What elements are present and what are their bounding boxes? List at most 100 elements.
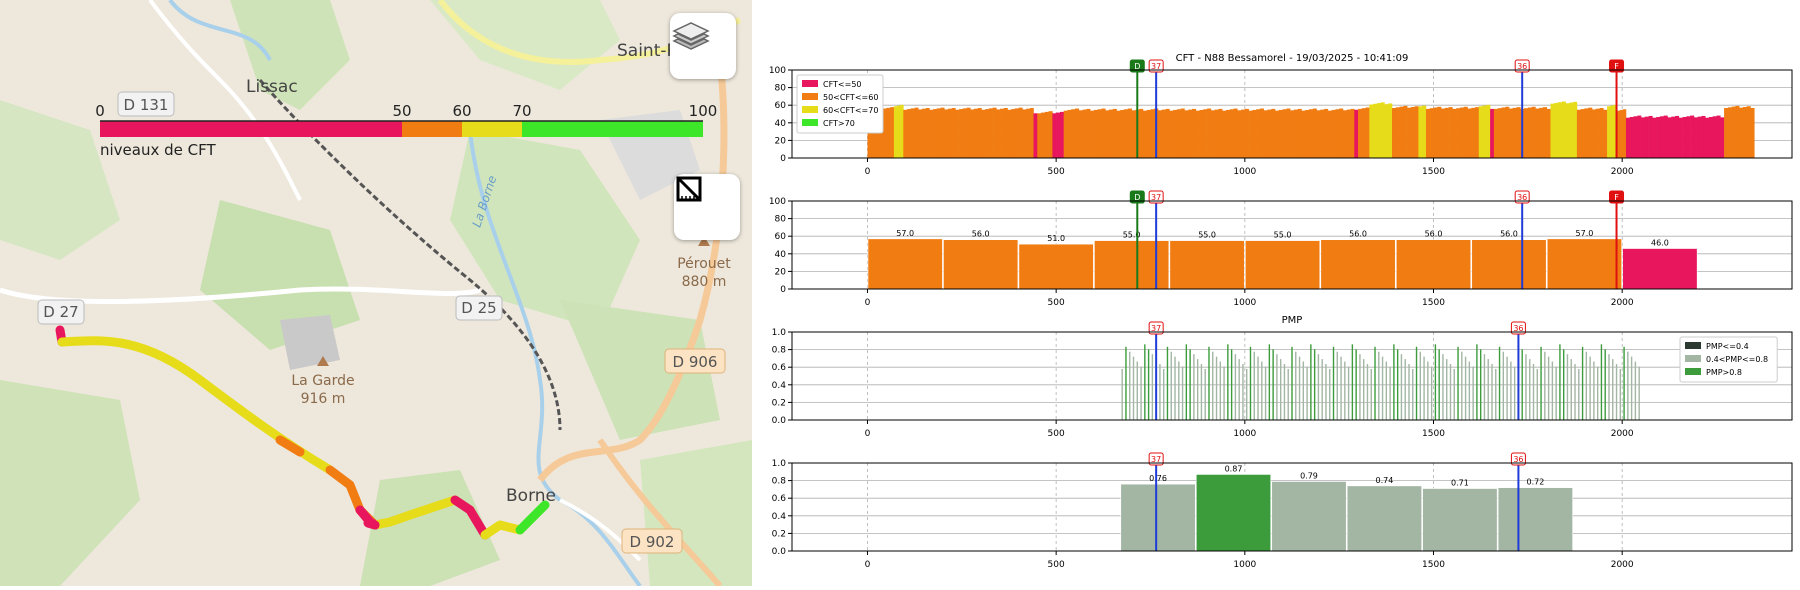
cft-bar: [1105, 110, 1110, 158]
y-tick-label: 0: [780, 285, 786, 295]
river: [168, 0, 272, 61]
cft-bar: [1350, 108, 1355, 158]
cft-bar: [1142, 110, 1148, 158]
road: [559, 498, 642, 562]
cft-bar: [918, 109, 923, 158]
cft-bar: [1222, 110, 1227, 158]
marker-box: [1609, 190, 1625, 204]
cft-bar: [1456, 108, 1461, 158]
marker-label: 36: [1517, 193, 1527, 202]
svg-text:D 131: D 131: [124, 96, 169, 114]
legend-swatch: [802, 93, 818, 100]
cft-bar: [1613, 104, 1617, 158]
cft-bar: [1361, 108, 1366, 158]
cft-bar: [1052, 113, 1057, 158]
chart-panel-4: 0.0 0.2 0.4 0.6 0.8 1.0 0 500 1000 1500 2000 0.76 0.…: [772, 452, 1793, 570]
cft-bar: [1508, 108, 1514, 158]
chart-legend: CFT<=50 50<CFT<=60 60<CFT<=70 CFT>70: [796, 74, 884, 134]
cft-bar: [1339, 108, 1344, 158]
cft-bar: [1441, 108, 1446, 158]
cft-bar: [903, 109, 908, 158]
cft-bar: [973, 108, 979, 158]
cft-bar: [1444, 107, 1449, 158]
cft-bar: [1667, 117, 1672, 158]
map-view[interactable]: Saint-P Lissac D 131 D 27 D 25 D 906 D 9…: [0, 0, 752, 586]
marker-box: [1510, 321, 1526, 335]
cft-bar: [1724, 108, 1729, 158]
cft-bar: [1625, 117, 1631, 158]
y-tick-label: 80: [775, 84, 787, 94]
forest-area: [430, 0, 620, 90]
cft-track: [55, 325, 550, 540]
y-tick-label: 0.6: [772, 363, 787, 373]
cft-bar: [1392, 108, 1397, 158]
y-tick-label: 20: [775, 267, 787, 277]
marker-label: D: [1134, 62, 1140, 71]
legend-tick: 0: [95, 102, 105, 120]
cft-bar: [1478, 106, 1483, 158]
x-tick-label: 1500: [1422, 560, 1445, 570]
cft-bar: [907, 109, 912, 158]
cft-bar: [1708, 116, 1714, 158]
cft-bar: [1705, 117, 1710, 158]
cft-bar: [1735, 105, 1740, 158]
cft-bar: [886, 107, 891, 158]
cft-bar: [1539, 107, 1544, 158]
cft-bar: [1573, 101, 1578, 158]
cft-bar: [1305, 109, 1310, 158]
cft-bar: [1056, 112, 1061, 158]
legend-label: CFT<=50: [823, 80, 862, 89]
cft-bar: [1011, 109, 1016, 158]
marker-label: F: [1614, 62, 1619, 71]
cft-bar: [1663, 115, 1668, 158]
cft-bar: [1641, 117, 1646, 158]
x-tick-label: 1500: [1422, 429, 1445, 439]
marker-box: [1514, 190, 1530, 204]
legend-swatch: [802, 119, 818, 126]
cft-bar: [1731, 106, 1736, 158]
cft-bar: [1033, 113, 1038, 158]
cft-bar: [947, 108, 952, 158]
bar-value-label: 56.0: [972, 230, 990, 239]
cft-bar: [1425, 108, 1431, 158]
bar-value-label: 0.76: [1149, 474, 1167, 483]
cft-bar: [1399, 106, 1404, 158]
layers-icon: [672, 22, 710, 50]
cft-bar: [882, 108, 887, 158]
measure-button[interactable]: [674, 174, 740, 240]
cft-bar: [988, 108, 993, 158]
layers-button[interactable]: [670, 13, 736, 79]
cft-bar: [1433, 107, 1438, 158]
legend-label: CFT>70: [823, 119, 855, 128]
marker-box: [1148, 59, 1164, 73]
cft-bar: [1214, 109, 1219, 158]
x-tick-label: 1000: [1233, 298, 1256, 308]
cft-bar: [1048, 111, 1053, 158]
cft-bar: [910, 108, 915, 158]
forest-area: [230, 0, 350, 110]
cft-bar: [1659, 116, 1664, 158]
x-tick-label: 1000: [1233, 167, 1256, 177]
cft-bar: [1127, 108, 1132, 158]
cft-bar: [1082, 109, 1087, 158]
cft-bar: [1101, 108, 1106, 158]
cft-bar: [1701, 115, 1706, 158]
legend-label: PMP<=0.4: [1706, 342, 1749, 351]
bar-value-label: 56.0: [1349, 230, 1367, 239]
pmp-mean-bar: [1346, 485, 1422, 552]
railway: [258, 79, 562, 431]
bar-value-label: 56.0: [1500, 230, 1518, 239]
cft-mean-bar: [1018, 243, 1094, 290]
cft-bar: [1501, 107, 1506, 158]
bar-value-label: 0.87: [1225, 464, 1243, 473]
cft-bar: [1380, 102, 1385, 158]
cft-bar: [1320, 109, 1325, 158]
cft-bar: [1720, 117, 1725, 158]
marker-box: [1609, 59, 1625, 73]
map-canvas[interactable]: Saint-P Lissac D 131 D 27 D 25 D 906 D 9…: [0, 0, 752, 586]
marker-label: 36: [1517, 62, 1527, 71]
y-tick-label: 1.0: [772, 328, 787, 338]
bar-value-label: 57.0: [896, 229, 914, 238]
cft-bar: [1018, 107, 1023, 158]
